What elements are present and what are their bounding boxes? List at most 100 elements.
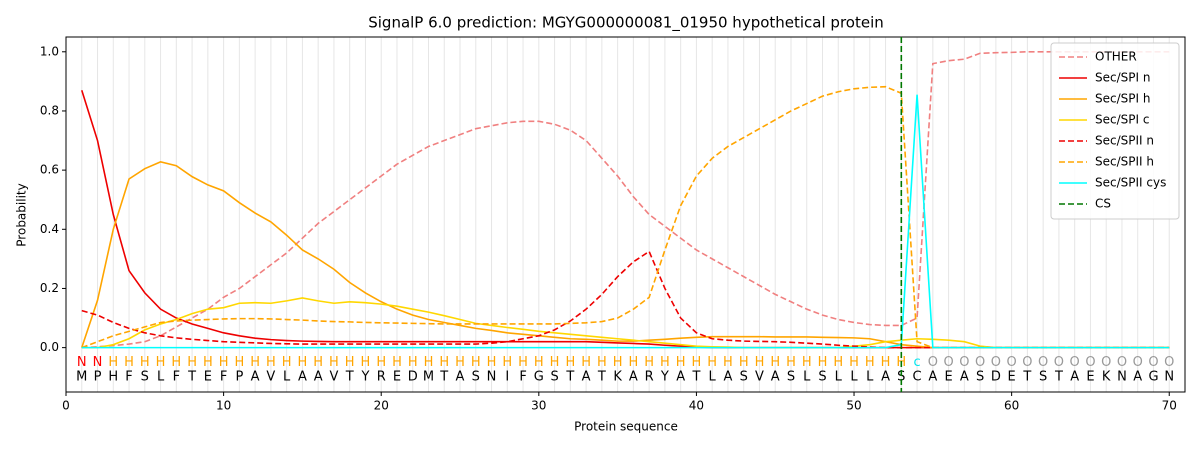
region-label: O [991, 355, 1001, 370]
region-label: H [597, 355, 607, 370]
y-tick-label: 0.4 [40, 222, 59, 236]
region-label: H [565, 355, 575, 370]
residue: D [991, 370, 1001, 385]
region-label: H [518, 355, 528, 370]
residue: L [866, 370, 874, 385]
x-tick-label: 30 [531, 399, 546, 413]
region-label: H [298, 355, 308, 370]
region-label: H [534, 355, 544, 370]
region-label: N [77, 355, 87, 370]
region-label: H [849, 355, 859, 370]
region-label: H [676, 355, 686, 370]
region-label: H [755, 355, 765, 370]
region-label: H [108, 355, 118, 370]
residue: F [173, 370, 180, 385]
region-label: H [329, 355, 339, 370]
x-tick-label: 20 [374, 399, 389, 413]
residue: A [881, 370, 890, 385]
region-label: H [187, 355, 197, 370]
residue: T [345, 370, 354, 385]
region-label: H [723, 355, 733, 370]
residue: K [1102, 370, 1111, 385]
plot-frame [65, 36, 1186, 393]
residue: R [377, 370, 386, 385]
region-label: O [975, 355, 985, 370]
series-line [80, 90, 1170, 349]
legend-label: Sec/SPII cys [1095, 176, 1166, 190]
region-label: H [833, 355, 843, 370]
residue: L [283, 370, 291, 385]
residue: T [691, 370, 700, 385]
residue: F [125, 370, 132, 385]
residue: L [709, 370, 717, 385]
region-label: H [439, 355, 449, 370]
y-tick-label: 1.0 [40, 44, 59, 58]
legend-label: Sec/SPI h [1095, 92, 1150, 106]
residue: S [740, 370, 748, 385]
region-label: O [1007, 355, 1017, 370]
residue: A [298, 370, 307, 385]
residue: S [141, 370, 149, 385]
residue: S [818, 370, 826, 385]
residue: S [897, 370, 905, 385]
residue: T [439, 370, 448, 385]
region-label: H [739, 355, 749, 370]
x-tick-label: 70 [1162, 399, 1177, 413]
region-label: H [770, 355, 780, 370]
series-line [81, 161, 1170, 349]
residue: I [505, 370, 509, 385]
legend-label: Sec/SPII n [1095, 134, 1154, 148]
region-label: H [408, 355, 418, 370]
residue: L [157, 370, 165, 385]
y-tick-label: 0.2 [40, 281, 59, 295]
region-label: H [865, 355, 875, 370]
residue: K [613, 370, 622, 385]
residue: E [1086, 370, 1094, 385]
residue: V [329, 370, 338, 385]
region-label: H [282, 355, 292, 370]
region-label: c [913, 355, 920, 370]
chart-title: SignalP 6.0 prediction: MGYG000000081_01… [368, 14, 884, 33]
residue: T [1054, 370, 1063, 385]
x-axis-label: Protein sequence [574, 420, 678, 434]
region-label: H [124, 355, 134, 370]
residue: F [519, 370, 526, 385]
region-label: H [550, 355, 560, 370]
residue: A [723, 370, 732, 385]
residue: A [676, 370, 685, 385]
x-tick-label: 60 [1004, 399, 1019, 413]
region-label: H [140, 355, 150, 370]
residue: A [1133, 370, 1142, 385]
residue: N [1117, 370, 1127, 385]
residue: T [565, 370, 574, 385]
region-label: N [93, 355, 103, 370]
region-label: O [1038, 355, 1048, 370]
region-label: H [644, 355, 654, 370]
residue: S [976, 370, 984, 385]
residue: A [629, 370, 638, 385]
residue: V [266, 370, 275, 385]
region-label: H [203, 355, 213, 370]
residue: A [1070, 370, 1079, 385]
residue: S [550, 370, 558, 385]
residue: V [755, 370, 764, 385]
residue: Y [660, 370, 669, 385]
region-label: O [1101, 355, 1111, 370]
region-label: O [1148, 355, 1158, 370]
region-label: H [581, 355, 591, 370]
region-label: H [266, 355, 276, 370]
region-label: H [802, 355, 812, 370]
residue: S [1039, 370, 1047, 385]
residue: A [456, 370, 465, 385]
x-tick-label: 0 [62, 399, 70, 413]
residue: T [1022, 370, 1031, 385]
residue: C [913, 370, 922, 385]
region-label: H [628, 355, 638, 370]
legend-box [1050, 42, 1180, 220]
region-label: H [786, 355, 796, 370]
residue: F [220, 370, 227, 385]
region-label: H [234, 355, 244, 370]
residue: A [582, 370, 591, 385]
residue: L [803, 370, 811, 385]
